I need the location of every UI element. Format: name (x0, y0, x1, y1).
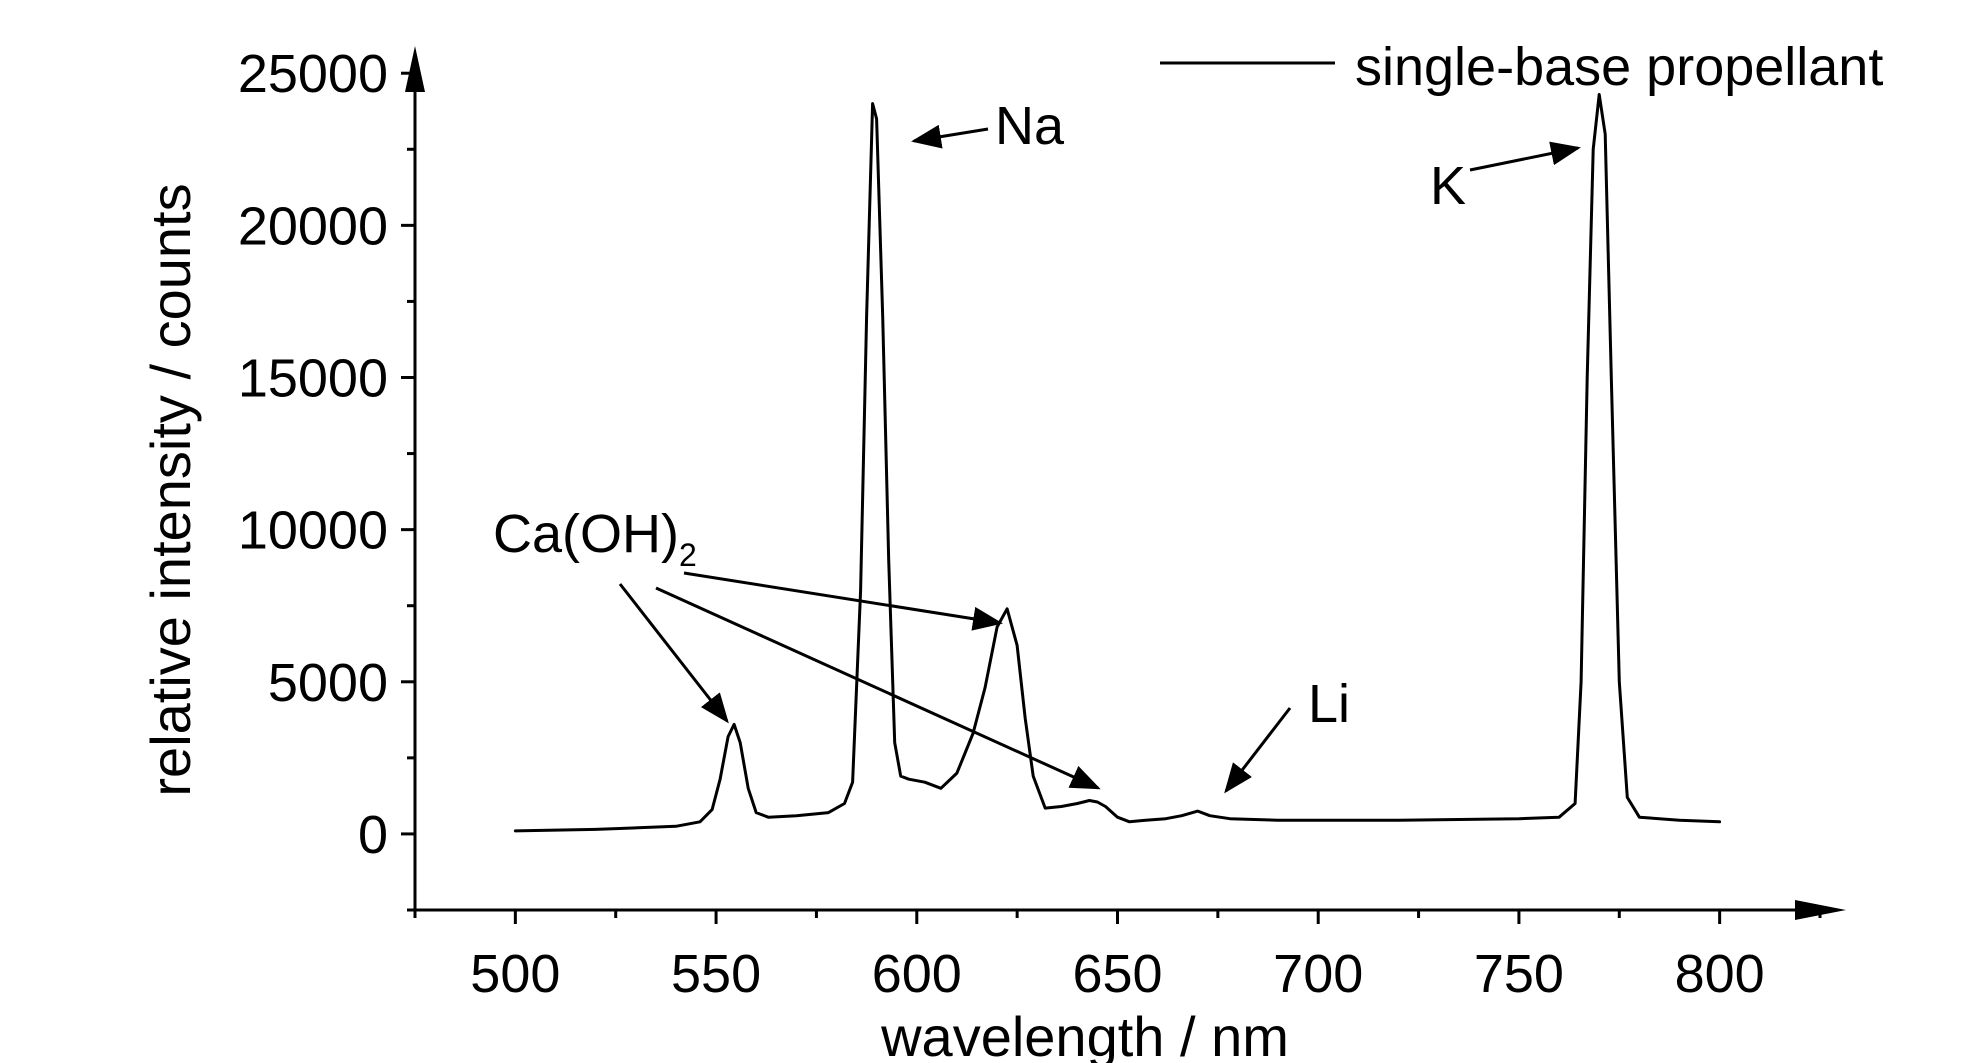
annotation-caoh2-arrow-3 (655, 586, 1101, 790)
x-tick-label: 500 (470, 944, 560, 1004)
y-tick-label: 10000 (238, 501, 388, 561)
annotation-caoh2-text: Ca(OH) (493, 504, 679, 564)
y-tick-label: 15000 (238, 349, 388, 409)
x-tick-label: 550 (671, 944, 761, 1004)
x-axis-title: wavelength / nm (880, 1005, 1289, 1063)
x-tick-label: 700 (1273, 944, 1363, 1004)
y-tick-label: 25000 (238, 44, 388, 104)
x-tick-label: 800 (1675, 944, 1765, 1004)
y-tick-label: 5000 (268, 653, 388, 713)
annotation-k: K (1430, 156, 1466, 216)
x-tick-label: 650 (1072, 944, 1162, 1004)
legend: single-base propellant (1160, 37, 1883, 97)
annotation-li-arrow (1224, 707, 1292, 794)
x-tick-label: 600 (872, 944, 962, 1004)
x-tick-label: 750 (1474, 944, 1564, 1004)
annotation-li: Li (1308, 674, 1350, 734)
x-axis: 500 550 600 650 700 750 800 (413, 900, 1846, 1004)
annotation-na-arrow (911, 124, 989, 149)
y-ticks: 0 5000 10000 15000 20000 25000 (238, 44, 415, 912)
series-layer (513, 93, 1722, 833)
y-tick-label: 0 (358, 805, 388, 865)
legend-label: single-base propellant (1355, 37, 1883, 97)
annotation-caoh2-arrow-2 (683, 571, 1003, 631)
y-axis: 0 5000 10000 15000 20000 25000 (238, 44, 425, 912)
annotation-k-arrow (1469, 141, 1581, 172)
annotation-na: Na (995, 96, 1065, 156)
annotation-caoh2: Ca(OH)2 (493, 504, 697, 573)
annotation-caoh2-subscript: 2 (679, 537, 697, 573)
series-line (513, 93, 1722, 833)
annotation-caoh2-arrow-1 (618, 583, 729, 724)
x-ticks: 500 550 600 650 700 750 800 (413, 910, 1822, 1004)
annotations: Na K Li Ca(OH)2 (493, 96, 1581, 794)
y-tick-label: 20000 (238, 196, 388, 256)
y-axis-title: relative intensity / counts (139, 183, 202, 796)
y-axis-arrow (405, 46, 425, 92)
